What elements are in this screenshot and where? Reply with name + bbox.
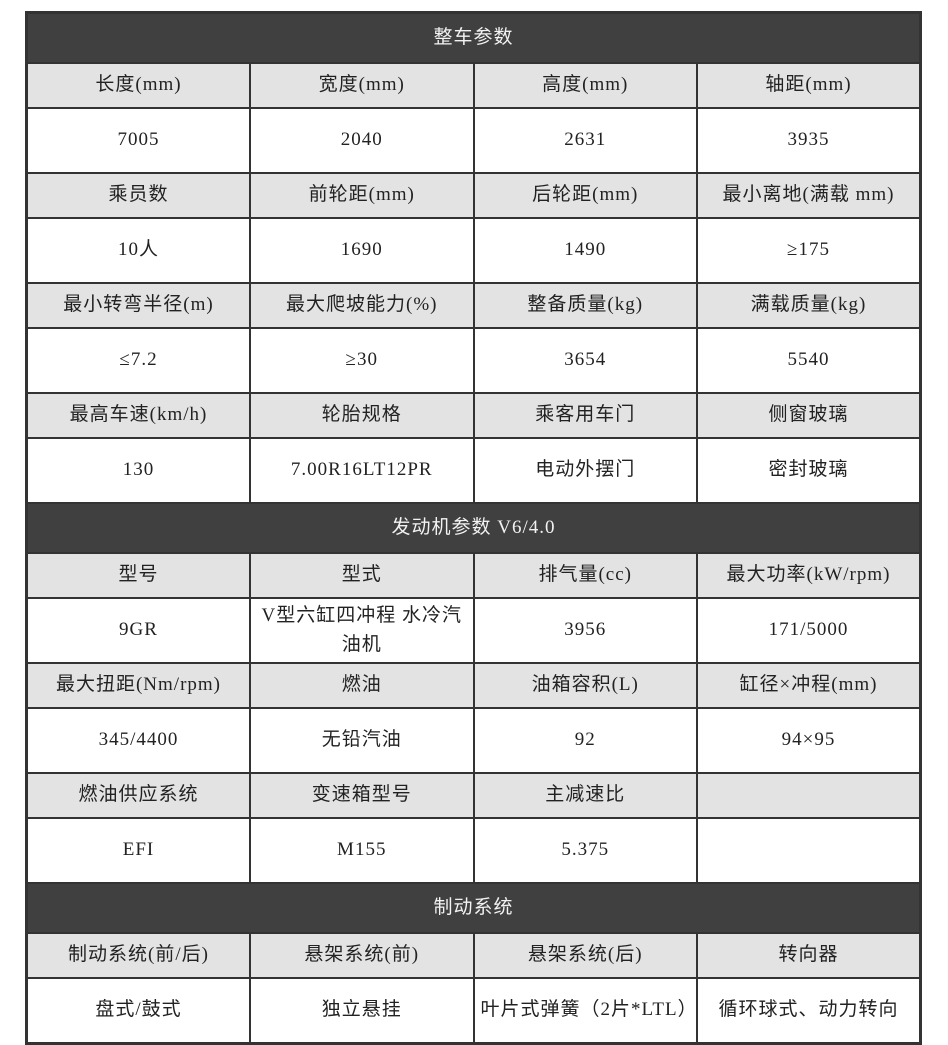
vehicle-spec-sheet: 整车参数 长度(mm) 宽度(mm) 高度(mm) 轴距(mm) 7005 2040 2631… — [25, 11, 922, 1045]
spec-value-cell: 5.375 — [472, 817, 698, 884]
spec-value-cell: 盘式/鼓式 — [25, 977, 251, 1045]
spec-value-cell: 3956 — [472, 597, 698, 664]
spec-label-cell: 轮胎规格 — [249, 392, 475, 439]
table-row: 7005 2040 2631 3935 — [25, 107, 922, 174]
spec-value-cell: ≤7.2 — [25, 327, 251, 394]
spec-label-cell: 燃油供应系统 — [25, 772, 251, 819]
spec-value-cell: 345/4400 — [25, 707, 251, 774]
spec-value-cell: 1490 — [472, 217, 698, 284]
spec-label-cell: 转向器 — [696, 932, 922, 979]
spec-label-cell: 油箱容积(L) — [472, 662, 698, 709]
spec-label-cell: 长度(mm) — [25, 62, 251, 109]
table-row: 130 7.00R16LT12PR 电动外摆门 密封玻璃 — [25, 437, 922, 504]
spec-value-cell: 叶片式弹簧（2片*LTL） — [472, 977, 698, 1045]
spec-value-cell: 94×95 — [696, 707, 922, 774]
spec-label-cell: 悬架系统(前) — [249, 932, 475, 979]
spec-label-cell: 宽度(mm) — [249, 62, 475, 109]
spec-value-cell: 2631 — [472, 107, 698, 174]
spec-label-cell: 最小离地(满载 mm) — [696, 172, 922, 219]
spec-value-cell: 独立悬挂 — [249, 977, 475, 1045]
table-row: 制动系统(前/后) 悬架系统(前) 悬架系统(后) 转向器 — [25, 932, 922, 979]
spec-table-body: 整车参数 长度(mm) 宽度(mm) 高度(mm) 轴距(mm) 7005 2040 2631… — [25, 11, 922, 1045]
spec-label-cell: 整备质量(kg) — [472, 282, 698, 329]
spec-label-cell: 后轮距(mm) — [472, 172, 698, 219]
spec-label-cell: 制动系统(前/后) — [25, 932, 251, 979]
spec-value-cell: 130 — [25, 437, 251, 504]
spec-value-cell: 1690 — [249, 217, 475, 284]
spec-label-cell: 悬架系统(后) — [472, 932, 698, 979]
spec-value-cell: EFI — [25, 817, 251, 884]
spec-label-cell: 型式 — [249, 552, 475, 599]
spec-table: 整车参数 长度(mm) 宽度(mm) 高度(mm) 轴距(mm) 7005 2040 2631… — [25, 11, 922, 1045]
spec-label-cell: 型号 — [25, 552, 251, 599]
section-title: 制动系统 — [25, 882, 922, 934]
spec-label-cell: 轴距(mm) — [696, 62, 922, 109]
table-row: 乘员数 前轮距(mm) 后轮距(mm) 最小离地(满载 mm) — [25, 172, 922, 219]
spec-label-cell: 最大功率(kW/rpm) — [696, 552, 922, 599]
spec-label-cell: 主减速比 — [472, 772, 698, 819]
spec-label-cell: 高度(mm) — [472, 62, 698, 109]
table-row: 长度(mm) 宽度(mm) 高度(mm) 轴距(mm) — [25, 62, 922, 109]
spec-value-cell: V型六缸四冲程 水冷汽油机 — [249, 597, 475, 664]
spec-value-cell: 循环球式、动力转向 — [696, 977, 922, 1045]
spec-value-cell: 7.00R16LT12PR — [249, 437, 475, 504]
section-header-row: 制动系统 — [25, 882, 922, 934]
table-row: 型号 型式 排气量(cc) 最大功率(kW/rpm) — [25, 552, 922, 599]
spec-label-cell: 排气量(cc) — [472, 552, 698, 599]
table-row: 10人 1690 1490 ≥175 — [25, 217, 922, 284]
section-title: 整车参数 — [25, 11, 922, 64]
section-header-row: 发动机参数 V6/4.0 — [25, 502, 922, 554]
spec-value-cell: 3654 — [472, 327, 698, 394]
table-row: 最高车速(km/h) 轮胎规格 乘客用车门 侧窗玻璃 — [25, 392, 922, 439]
spec-label-cell: 最大扭距(Nm/rpm) — [25, 662, 251, 709]
section-title: 发动机参数 V6/4.0 — [25, 502, 922, 554]
table-row: 9GR V型六缸四冲程 水冷汽油机 3956 171/5000 — [25, 597, 922, 664]
spec-label-cell: 缸径×冲程(mm) — [696, 662, 922, 709]
spec-label-cell: 最大爬坡能力(%) — [249, 282, 475, 329]
spec-value-cell: 密封玻璃 — [696, 437, 922, 504]
spec-value-cell: 92 — [472, 707, 698, 774]
spec-value-cell: ≥30 — [249, 327, 475, 394]
spec-value-cell: 7005 — [25, 107, 251, 174]
spec-value-cell: 9GR — [25, 597, 251, 664]
table-row: ≤7.2 ≥30 3654 5540 — [25, 327, 922, 394]
table-row: 最小转弯半径(m) 最大爬坡能力(%) 整备质量(kg) 满载质量(kg) — [25, 282, 922, 329]
table-row: 345/4400 无铅汽油 92 94×95 — [25, 707, 922, 774]
spec-value-cell: 10人 — [25, 217, 251, 284]
spec-label-cell: 乘客用车门 — [472, 392, 698, 439]
spec-value-cell: 2040 — [249, 107, 475, 174]
spec-label-cell: 最小转弯半径(m) — [25, 282, 251, 329]
spec-label-cell: 最高车速(km/h) — [25, 392, 251, 439]
spec-label-cell: 侧窗玻璃 — [696, 392, 922, 439]
spec-value-cell: ≥175 — [696, 217, 922, 284]
table-row: 盘式/鼓式 独立悬挂 叶片式弹簧（2片*LTL） 循环球式、动力转向 — [25, 977, 922, 1045]
spec-label-cell: 乘员数 — [25, 172, 251, 219]
spec-label-cell — [696, 772, 922, 819]
spec-value-cell: 5540 — [696, 327, 922, 394]
table-row: 最大扭距(Nm/rpm) 燃油 油箱容积(L) 缸径×冲程(mm) — [25, 662, 922, 709]
spec-value-cell: 3935 — [696, 107, 922, 174]
table-row: 燃油供应系统 变速箱型号 主减速比 — [25, 772, 922, 819]
spec-value-cell: M155 — [249, 817, 475, 884]
spec-value-cell — [696, 817, 922, 884]
spec-value-cell: 电动外摆门 — [472, 437, 698, 504]
spec-value-cell: 171/5000 — [696, 597, 922, 664]
section-header-row: 整车参数 — [25, 11, 922, 64]
table-row: EFI M155 5.375 — [25, 817, 922, 884]
spec-label-cell: 变速箱型号 — [249, 772, 475, 819]
spec-label-cell: 满载质量(kg) — [696, 282, 922, 329]
spec-value-cell: 无铅汽油 — [249, 707, 475, 774]
spec-label-cell: 燃油 — [249, 662, 475, 709]
spec-label-cell: 前轮距(mm) — [249, 172, 475, 219]
